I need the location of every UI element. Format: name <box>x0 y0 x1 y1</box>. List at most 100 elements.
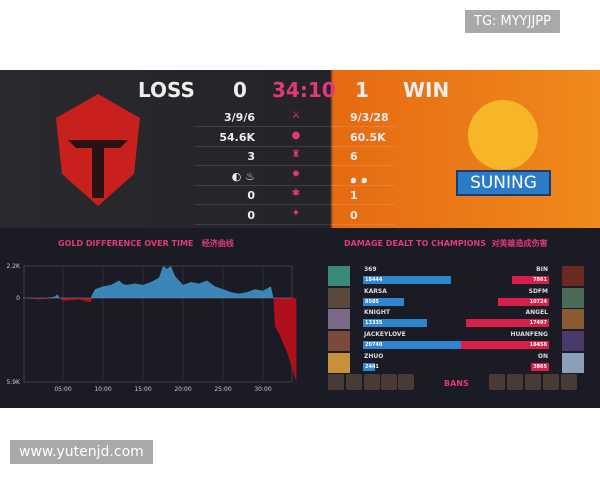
baron-icon: ✦ <box>291 207 301 219</box>
postgame-panel: LOSS 0 34:10 1 WIN 3/9/6 ⚔ 9/3/28 54.6K ● 60.… <box>0 70 600 408</box>
stat-left: ◐ ♨ <box>231 169 255 183</box>
champion-portrait <box>562 266 584 286</box>
x-tick-label: 30:00 <box>254 386 271 393</box>
player-damage-left: JACKEYLOVE 20740 <box>328 331 468 352</box>
y-tick-label: 2.2K <box>7 263 22 270</box>
player-name: 369 <box>364 266 377 273</box>
champion-portrait <box>328 352 350 373</box>
player-name: ANGEL <box>525 309 548 317</box>
banned-champion <box>364 374 380 390</box>
player-name: KARSA <box>364 287 387 295</box>
player-name: ZHUO <box>364 352 384 360</box>
banned-champion <box>507 374 523 390</box>
champion-portrait <box>328 287 350 308</box>
stat-right: 0 <box>350 208 358 222</box>
banned-champion <box>398 374 414 390</box>
champion-portrait <box>562 309 584 330</box>
banned-champion <box>525 374 541 390</box>
tower-icon: ♜ <box>291 149 301 160</box>
team-logo-right: SUNING <box>456 170 551 196</box>
damage-bar: 20740 <box>363 341 462 350</box>
x-tick-label: 20:00 <box>174 386 191 393</box>
stat-left: 0 <box>247 208 255 222</box>
champion-portrait <box>562 331 584 352</box>
gold-lead-area <box>23 266 297 298</box>
champion-portrait <box>562 287 584 308</box>
stat-right: 9/3/28 <box>350 111 389 124</box>
right-result: WIN <box>403 78 450 102</box>
player-damage-right: SDFM 10724 <box>450 287 584 308</box>
scoreboard: LOSS 0 34:10 1 WIN 3/9/6 ⚔ 9/3/28 54.6K ● 60.… <box>0 70 600 228</box>
damage-bar: 8585 <box>363 297 404 306</box>
damage-bar: 18444 <box>363 276 451 284</box>
player-damage-right: BIN 7861 <box>450 266 584 286</box>
stat-left: 3/9/6 <box>224 111 255 124</box>
banned-champion <box>328 374 344 390</box>
x-tick-label: 05:00 <box>54 386 71 393</box>
game-time: 34:10 <box>272 78 336 102</box>
stat-right: ๑ ๑ <box>350 172 368 186</box>
banned-champion <box>561 374 577 390</box>
stat-left: 0 <box>247 189 255 202</box>
stat-left: 3 <box>247 150 255 163</box>
player-damage-right: ANGEL 17497 <box>450 309 584 330</box>
team-logo-left <box>56 94 140 206</box>
stat-left: 54.6K <box>219 130 255 144</box>
banned-champion <box>381 374 397 390</box>
left-score: 0 <box>233 78 247 102</box>
player-name: KNIGHT <box>364 309 390 317</box>
player-damage-left: KNIGHT 13335 <box>328 309 468 330</box>
damage-title: DAMAGE DEALT TO CHAMPIONS 对英雄造成伤害 <box>344 239 548 248</box>
stat-row: ◐ ♨ ✹ ๑ ๑ <box>195 166 395 186</box>
x-tick-label: 25:00 <box>214 386 231 393</box>
player-name: BIN <box>536 266 548 273</box>
damage-bar: 13335 <box>363 319 427 328</box>
player-damage-left: 369 18444 <box>328 266 468 286</box>
sword-icon: ⚔ <box>291 110 301 121</box>
player-name: HUANFENG <box>510 331 548 339</box>
watermark-bottom: www.yutenjd.com <box>10 440 153 464</box>
left-result: LOSS <box>138 78 195 102</box>
champion-portrait <box>328 309 350 330</box>
watermark-top: TG: MYYJJPP <box>465 10 560 33</box>
herald-icon: ✱ <box>291 188 301 199</box>
dragon-icon: ✹ <box>291 168 301 180</box>
damage-bar: 18458 <box>461 341 549 350</box>
damage-bar: 2441 <box>363 362 379 371</box>
gold-chart-title: GOLD DIFFERENCE OVER TIME 经济曲线 <box>58 239 234 248</box>
right-score: 1 <box>355 78 369 102</box>
stat-row: 3/9/6 ⚔ 9/3/28 <box>195 107 395 127</box>
player-name: JACKEYLOVE <box>364 331 406 339</box>
player-name: ON <box>537 352 548 360</box>
x-tick-label: 10:00 <box>94 386 111 393</box>
player-name: SDFM <box>528 287 548 295</box>
damage-bar: 7861 <box>512 276 549 284</box>
banned-champion <box>489 374 505 390</box>
x-tick-label: 15:00 <box>134 386 151 393</box>
damage-bar: 3865 <box>531 362 549 371</box>
suning-mascot-icon <box>468 100 538 170</box>
player-damage-right: ON 3865 <box>450 352 584 373</box>
bans-label: BANS <box>444 379 469 388</box>
damage-bar: 17497 <box>466 319 549 328</box>
stat-right: 1 <box>350 189 358 202</box>
banned-champion <box>346 374 362 390</box>
stat-right: 60.5K <box>350 130 386 144</box>
stat-row: 0 ✱ 1 <box>195 185 395 205</box>
champion-portrait <box>328 331 350 352</box>
banned-champion <box>543 374 559 390</box>
gold-deficit-area <box>23 298 297 382</box>
stat-row: 3 ♜ 6 <box>195 146 395 166</box>
player-damage-left: ZHUO 2441 <box>328 352 468 373</box>
stat-row: 54.6K ● 60.5K <box>195 127 395 147</box>
player-damage-left: KARSA 8585 <box>328 287 468 308</box>
gold-icon: ● <box>291 129 301 141</box>
stat-right: 6 <box>350 150 358 163</box>
gold-difference-chart: 05:00 10:00 15:00 20:00 25:00 30:00 2.2K 0 5.9K <box>7 263 297 393</box>
y-tick-label: 5.9K <box>7 379 22 386</box>
player-damage-right: HUANFENG 18458 <box>450 331 584 352</box>
y-tick-label: 0 <box>16 295 20 302</box>
champion-portrait <box>562 352 584 373</box>
champion-portrait <box>328 266 350 286</box>
stat-row: 0 ✦ 0 <box>195 205 395 225</box>
